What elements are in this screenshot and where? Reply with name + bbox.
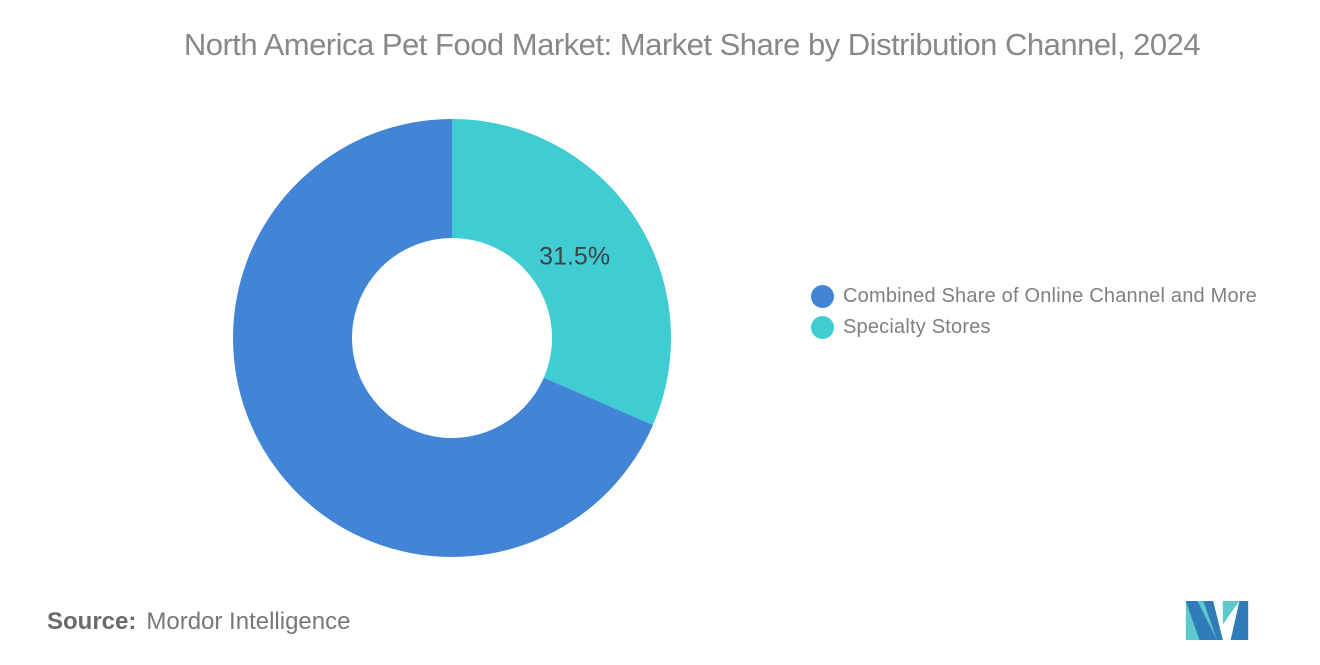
legend-swatch-icon (811, 316, 834, 339)
chart-legend: Combined Share of Online Channel and Mor… (811, 285, 1257, 347)
logo-m-blue-stroke-right (1203, 601, 1223, 640)
legend-swatch-icon (811, 285, 834, 308)
legend-item-0: Combined Share of Online Channel and Mor… (811, 285, 1257, 308)
logo-i-blue-bar (1230, 601, 1249, 640)
donut-chart: 31.5% (233, 119, 671, 557)
donut-slice-0 (452, 119, 671, 425)
donut-svg (233, 119, 671, 557)
chart-title: North America Pet Food Market: Market Sh… (183, 27, 1201, 62)
mordor-intelligence-logo (1185, 601, 1249, 640)
legend-item-1: Specialty Stores (811, 316, 1257, 339)
source-label: Source: (47, 608, 137, 635)
slice-data-label: 31.5% (539, 242, 611, 271)
source-line: Source: Mordor Intelligence (47, 608, 350, 636)
legend-item-label: Specialty Stores (843, 316, 991, 338)
logo-i-teal-flag (1222, 601, 1240, 625)
legend-item-label: Combined Share of Online Channel and Mor… (843, 285, 1258, 307)
source-value: Mordor Intelligence (146, 608, 351, 635)
logo-m-blue-stroke-left (1185, 601, 1217, 640)
donut-slice-1 (233, 119, 653, 557)
